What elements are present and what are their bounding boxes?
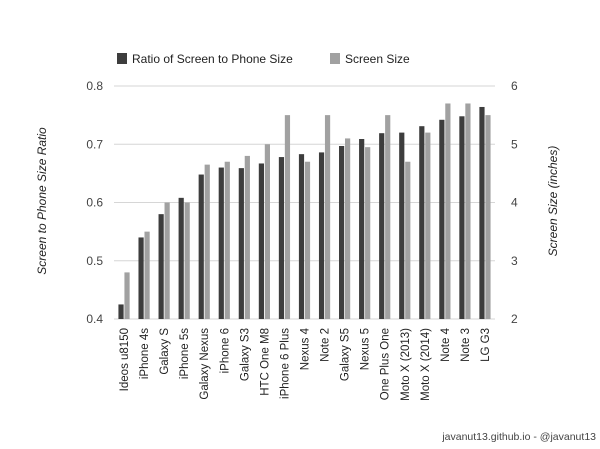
bar-screen-size <box>224 161 230 319</box>
bar-ratio <box>238 168 244 319</box>
bar-ratio <box>339 145 345 319</box>
bar-screen-size <box>405 161 411 319</box>
bar-screen-size <box>304 161 311 319</box>
right-axis-ticks: 2 3 4 5 6 <box>511 79 518 326</box>
right-tick-label: 2 <box>511 312 518 326</box>
right-tick-label: 5 <box>511 137 518 151</box>
right-tick-label: 3 <box>511 254 518 268</box>
category-label: One Plus One <box>380 328 392 400</box>
left-tick-label: 0.8 <box>86 79 103 93</box>
category-label: Galaxy S5 <box>340 328 352 381</box>
category-label: iPhone 6 Plus <box>279 328 291 399</box>
bar-screen-size <box>124 272 130 319</box>
bar-screen-size <box>465 103 471 319</box>
category-label: HTC One M8 <box>259 328 271 396</box>
bar-screen-size <box>284 115 291 319</box>
gridlines <box>114 85 495 320</box>
category-label: Ideos u8150 <box>119 328 131 391</box>
right-axis-title: Screen Size (inches) <box>546 146 560 257</box>
bar-ratio <box>138 237 144 319</box>
bar-screen-size <box>345 138 351 319</box>
legend: Ratio of Screen to Phone Size Screen Size <box>117 52 410 66</box>
bar-screen-size <box>244 155 250 319</box>
legend-label-screen-size: Screen Size <box>345 52 410 66</box>
category-label: Moto X (2014) <box>420 328 432 401</box>
left-axis-ticks: 0.4 0.5 0.6 0.7 0.8 <box>86 79 103 326</box>
bar-ratio <box>379 133 385 319</box>
category-label: Galaxy S3 <box>239 328 251 381</box>
bar-screen-size <box>264 144 270 319</box>
left-tick-label: 0.4 <box>86 312 103 326</box>
category-label: Note 2 <box>320 328 332 362</box>
left-tick-label: 0.6 <box>86 196 103 210</box>
legend-label-ratio: Ratio of Screen to Phone Size <box>132 52 293 66</box>
bar-screen-size <box>164 202 170 319</box>
left-tick-label: 0.5 <box>86 254 103 268</box>
category-label: Galaxy Nexus <box>199 328 211 400</box>
left-axis-title: Screen to Phone Size Ratio <box>35 127 49 275</box>
bar-screen-size <box>324 115 331 319</box>
right-tick-label: 6 <box>511 79 518 93</box>
bar-screen-size <box>184 202 190 319</box>
category-label: iPhone 6 <box>219 328 231 373</box>
category-label: Galaxy S <box>159 328 171 375</box>
legend-swatch-ratio <box>117 53 127 64</box>
bar-ratio <box>198 174 204 319</box>
bar-ratio <box>419 126 425 319</box>
category-label: Nexus 4 <box>300 327 312 370</box>
category-label: Nexus 5 <box>360 328 372 370</box>
bar-screen-size <box>365 147 371 319</box>
category-label: Note 4 <box>440 327 452 361</box>
bar-ratio <box>479 106 485 319</box>
bar-ratio <box>218 167 224 319</box>
bar-ratio <box>359 139 365 319</box>
bar-ratio <box>178 197 184 319</box>
bar-screen-size <box>425 132 431 319</box>
category-label: iPhone 4s <box>139 328 151 379</box>
category-label: iPhone 5s <box>179 328 191 379</box>
category-label: Moto X (2013) <box>400 328 412 401</box>
bar-ratio <box>278 157 285 319</box>
bar-screen-size <box>204 164 210 319</box>
bar-screen-size <box>385 115 391 319</box>
bar-ratio <box>258 163 264 319</box>
legend-swatch-screen-size <box>330 53 340 64</box>
bar-screen-size <box>144 231 150 319</box>
bar-ratio <box>439 119 445 319</box>
bar-screen-size <box>485 115 491 319</box>
right-tick-label: 4 <box>511 196 518 210</box>
category-label: LG G3 <box>480 328 492 362</box>
category-label: Note 3 <box>460 328 472 362</box>
category-labels: Ideos u8150 iPhone 4s Galaxy S iPhone 5s Gal… <box>119 327 492 400</box>
bar-screen-size <box>445 103 451 319</box>
left-tick-label: 0.7 <box>86 137 103 151</box>
bar-ratio <box>459 116 465 319</box>
bar-ratio <box>399 132 405 319</box>
bar-ratio <box>318 152 325 319</box>
bar-ratio <box>158 214 164 319</box>
bar-ratio <box>298 154 305 319</box>
credit-text: javanut13.github.io - @javanut13 <box>441 431 596 443</box>
bar-ratio <box>118 304 124 319</box>
bars <box>118 103 491 319</box>
